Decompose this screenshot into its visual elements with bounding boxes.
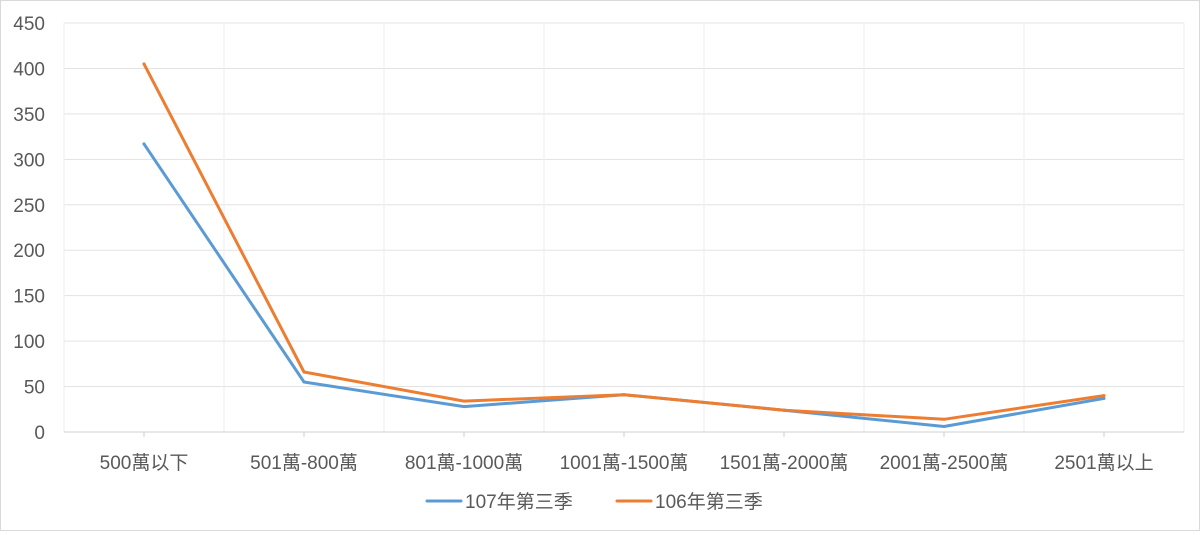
data-point (142, 62, 146, 66)
data-point (1102, 396, 1106, 400)
series-lines (142, 62, 1106, 429)
legend-label: 106年第三季 (655, 491, 763, 513)
series-line-0 (142, 142, 1106, 428)
x-tick-label: 1001萬-1500萬 (560, 452, 689, 474)
y-tick-label: 400 (13, 59, 45, 80)
legend-label: 107年第三季 (465, 491, 573, 513)
y-tick-label: 150 (13, 287, 45, 308)
legend: 107年第三季 106年第三季 (425, 491, 763, 513)
x-tick-label: 500萬以下 (100, 452, 189, 474)
y-tick-label: 0 (34, 423, 45, 444)
y-tick-label: 450 (13, 14, 45, 35)
series-line-1 (142, 62, 1106, 421)
data-point (782, 408, 786, 412)
data-point (462, 405, 466, 409)
data-point (302, 370, 306, 374)
data-point (302, 380, 306, 384)
data-point (942, 417, 946, 421)
data-point (622, 393, 626, 397)
data-point (942, 425, 946, 429)
y-tick-label: 350 (13, 105, 45, 126)
x-tick-label: 2501萬以上 (1054, 452, 1153, 474)
x-tick-label: 501萬-800萬 (250, 452, 358, 474)
y-tick-label: 250 (13, 196, 45, 217)
x-tick-label: 1501萬-2000萬 (720, 452, 849, 474)
y-tick-label: 100 (13, 332, 45, 353)
x-tick-label: 801萬-1000萬 (405, 452, 523, 474)
y-tick-label: 200 (13, 241, 45, 262)
y-tick-label: 50 (24, 378, 45, 399)
x-tick-label: 2001萬-2500萬 (880, 452, 1009, 474)
y-tick-label: 300 (13, 150, 45, 171)
axes: 0 50 100 150 200 250 300 350 400 450 500萬以下 501萬-80… (13, 14, 1184, 474)
data-point (462, 399, 466, 403)
data-point (1102, 394, 1106, 398)
data-point (142, 142, 146, 146)
gridlines (63, 22, 1185, 432)
